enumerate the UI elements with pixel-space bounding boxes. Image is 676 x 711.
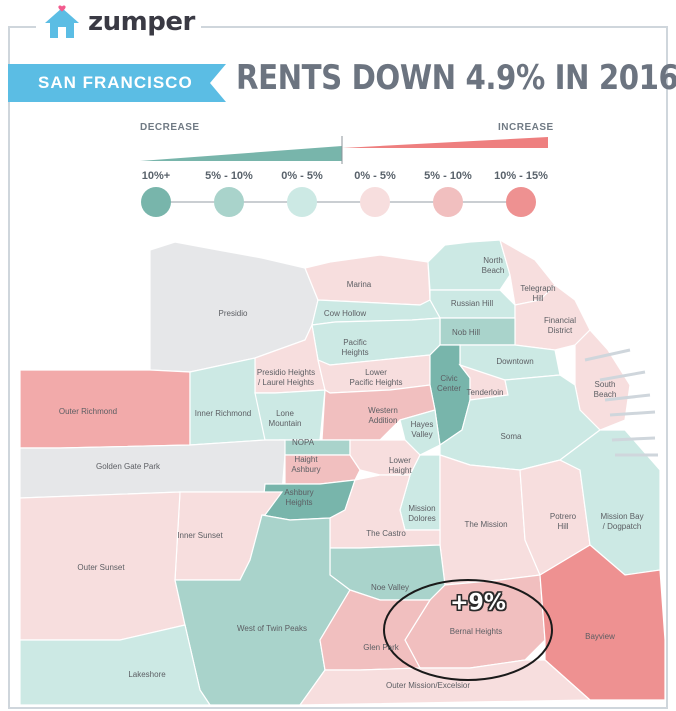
region-hayes-valley [399,409,441,456]
heart-icon [58,5,66,12]
house-icon [45,5,79,38]
label-nopa: NOPA [291,438,315,447]
label-hayes-valley: Hayes Valley [410,420,434,439]
legend-label-3: 0% - 5% [281,170,323,182]
piers [584,348,658,457]
swatch-increase-10-15 [506,187,536,217]
label-lakeshore: Lakeshore [128,670,166,679]
legend-increase-label: INCREASE [498,122,554,133]
increase-wedge [342,137,548,148]
infographic-frame [8,26,668,709]
label-potrero-hill: Potrero Hill [549,512,577,531]
bernal-heights-callout: +9% [450,590,506,616]
label-soma: Soma [500,432,522,441]
legend-label-1: 10%+ [141,170,171,182]
label-marina: Marina [346,280,372,289]
label-lower-haight: Lower Haight [388,456,412,475]
legend-label-2: 5% - 10% [205,170,253,182]
region-nopa [279,439,351,456]
legend-swatches [141,187,536,217]
label-outer-richmond: Outer Richmond [58,407,118,416]
label-western-addition: Western Addition [368,406,398,425]
label-glen-park: Glen Park [363,643,399,652]
label-ashbury-heights: Ashbury Heights [284,488,314,507]
label-inner-richmond: Inner Richmond [194,409,252,418]
legend-label-6: 10% - 15% [494,170,548,182]
label-cow-hollow: Cow Hollow [323,309,367,318]
label-russian-hill: Russian Hill [450,299,494,308]
label-pacific-heights: Pacific Heights [341,338,369,357]
swatch-decrease-5-10 [214,187,244,217]
label-north-beach: North Beach [481,256,505,275]
label-the-mission: The Mission [464,520,508,529]
label-west-of-twin-peaks: West of Twin Peaks [237,624,307,633]
label-bernal-heights: Bernal Heights [449,627,503,636]
label-financial-district: Financial District [543,316,577,335]
label-south-beach: South Beach [593,380,617,399]
label-lower-pacific-heights: Lower Pacific Heights [349,368,403,387]
label-lone-mountain: Lone Mountain [268,409,302,428]
decrease-wedge [140,146,342,161]
label-haight-ashbury: Haight Ashbury [291,455,321,474]
label-the-castro: The Castro [366,529,406,538]
label-downtown: Downtown [496,357,534,366]
legend-decrease-label: DECREASE [140,122,200,133]
swatch-decrease-0-5 [287,187,317,217]
label-civic-center: Civic Center [436,374,462,393]
zumper-logo[interactable]: zumper [36,4,201,40]
label-bayview: Bayview [585,632,615,641]
label-presidio: Presidio [218,309,248,318]
label-inner-sunset: Inner Sunset [177,531,223,540]
swatch-increase-0-5 [360,187,390,217]
city-label: SAN FRANCISCO [38,73,193,92]
label-outer-sunset: Outer Sunset [77,563,125,572]
brand-name: zumper [88,7,195,37]
bernal-heights-callout-ring [383,579,553,681]
label-telegraph-hill: Telegraph Hill [520,284,556,303]
legend-label-4: 0% - 5% [354,170,396,182]
page-title: RENTS DOWN 4.9% IN 2016 [236,58,676,98]
label-presidio-heights: Presidio Heights / Laurel Heights [256,368,316,387]
swatch-increase-5-10 [433,187,463,217]
label-mission-dolores: Mission Dolores [408,504,436,523]
legend-label-5: 5% - 10% [424,170,472,182]
region-lakeshore [19,624,212,706]
label-nob-hill: Nob Hill [451,328,481,337]
label-noe-valley: Noe Valley [370,583,410,592]
label-mission-bay: Mission Bay / Dogpatch [600,512,644,531]
label-golden-gate-park: Golden Gate Park [95,462,161,471]
label-tenderloin: Tenderloin [466,388,504,397]
label-outer-mission: Outer Mission/Excelsior [385,681,471,690]
legend-scale [140,136,548,164]
swatch-decrease-10-plus [141,187,171,217]
city-banner [8,64,226,102]
